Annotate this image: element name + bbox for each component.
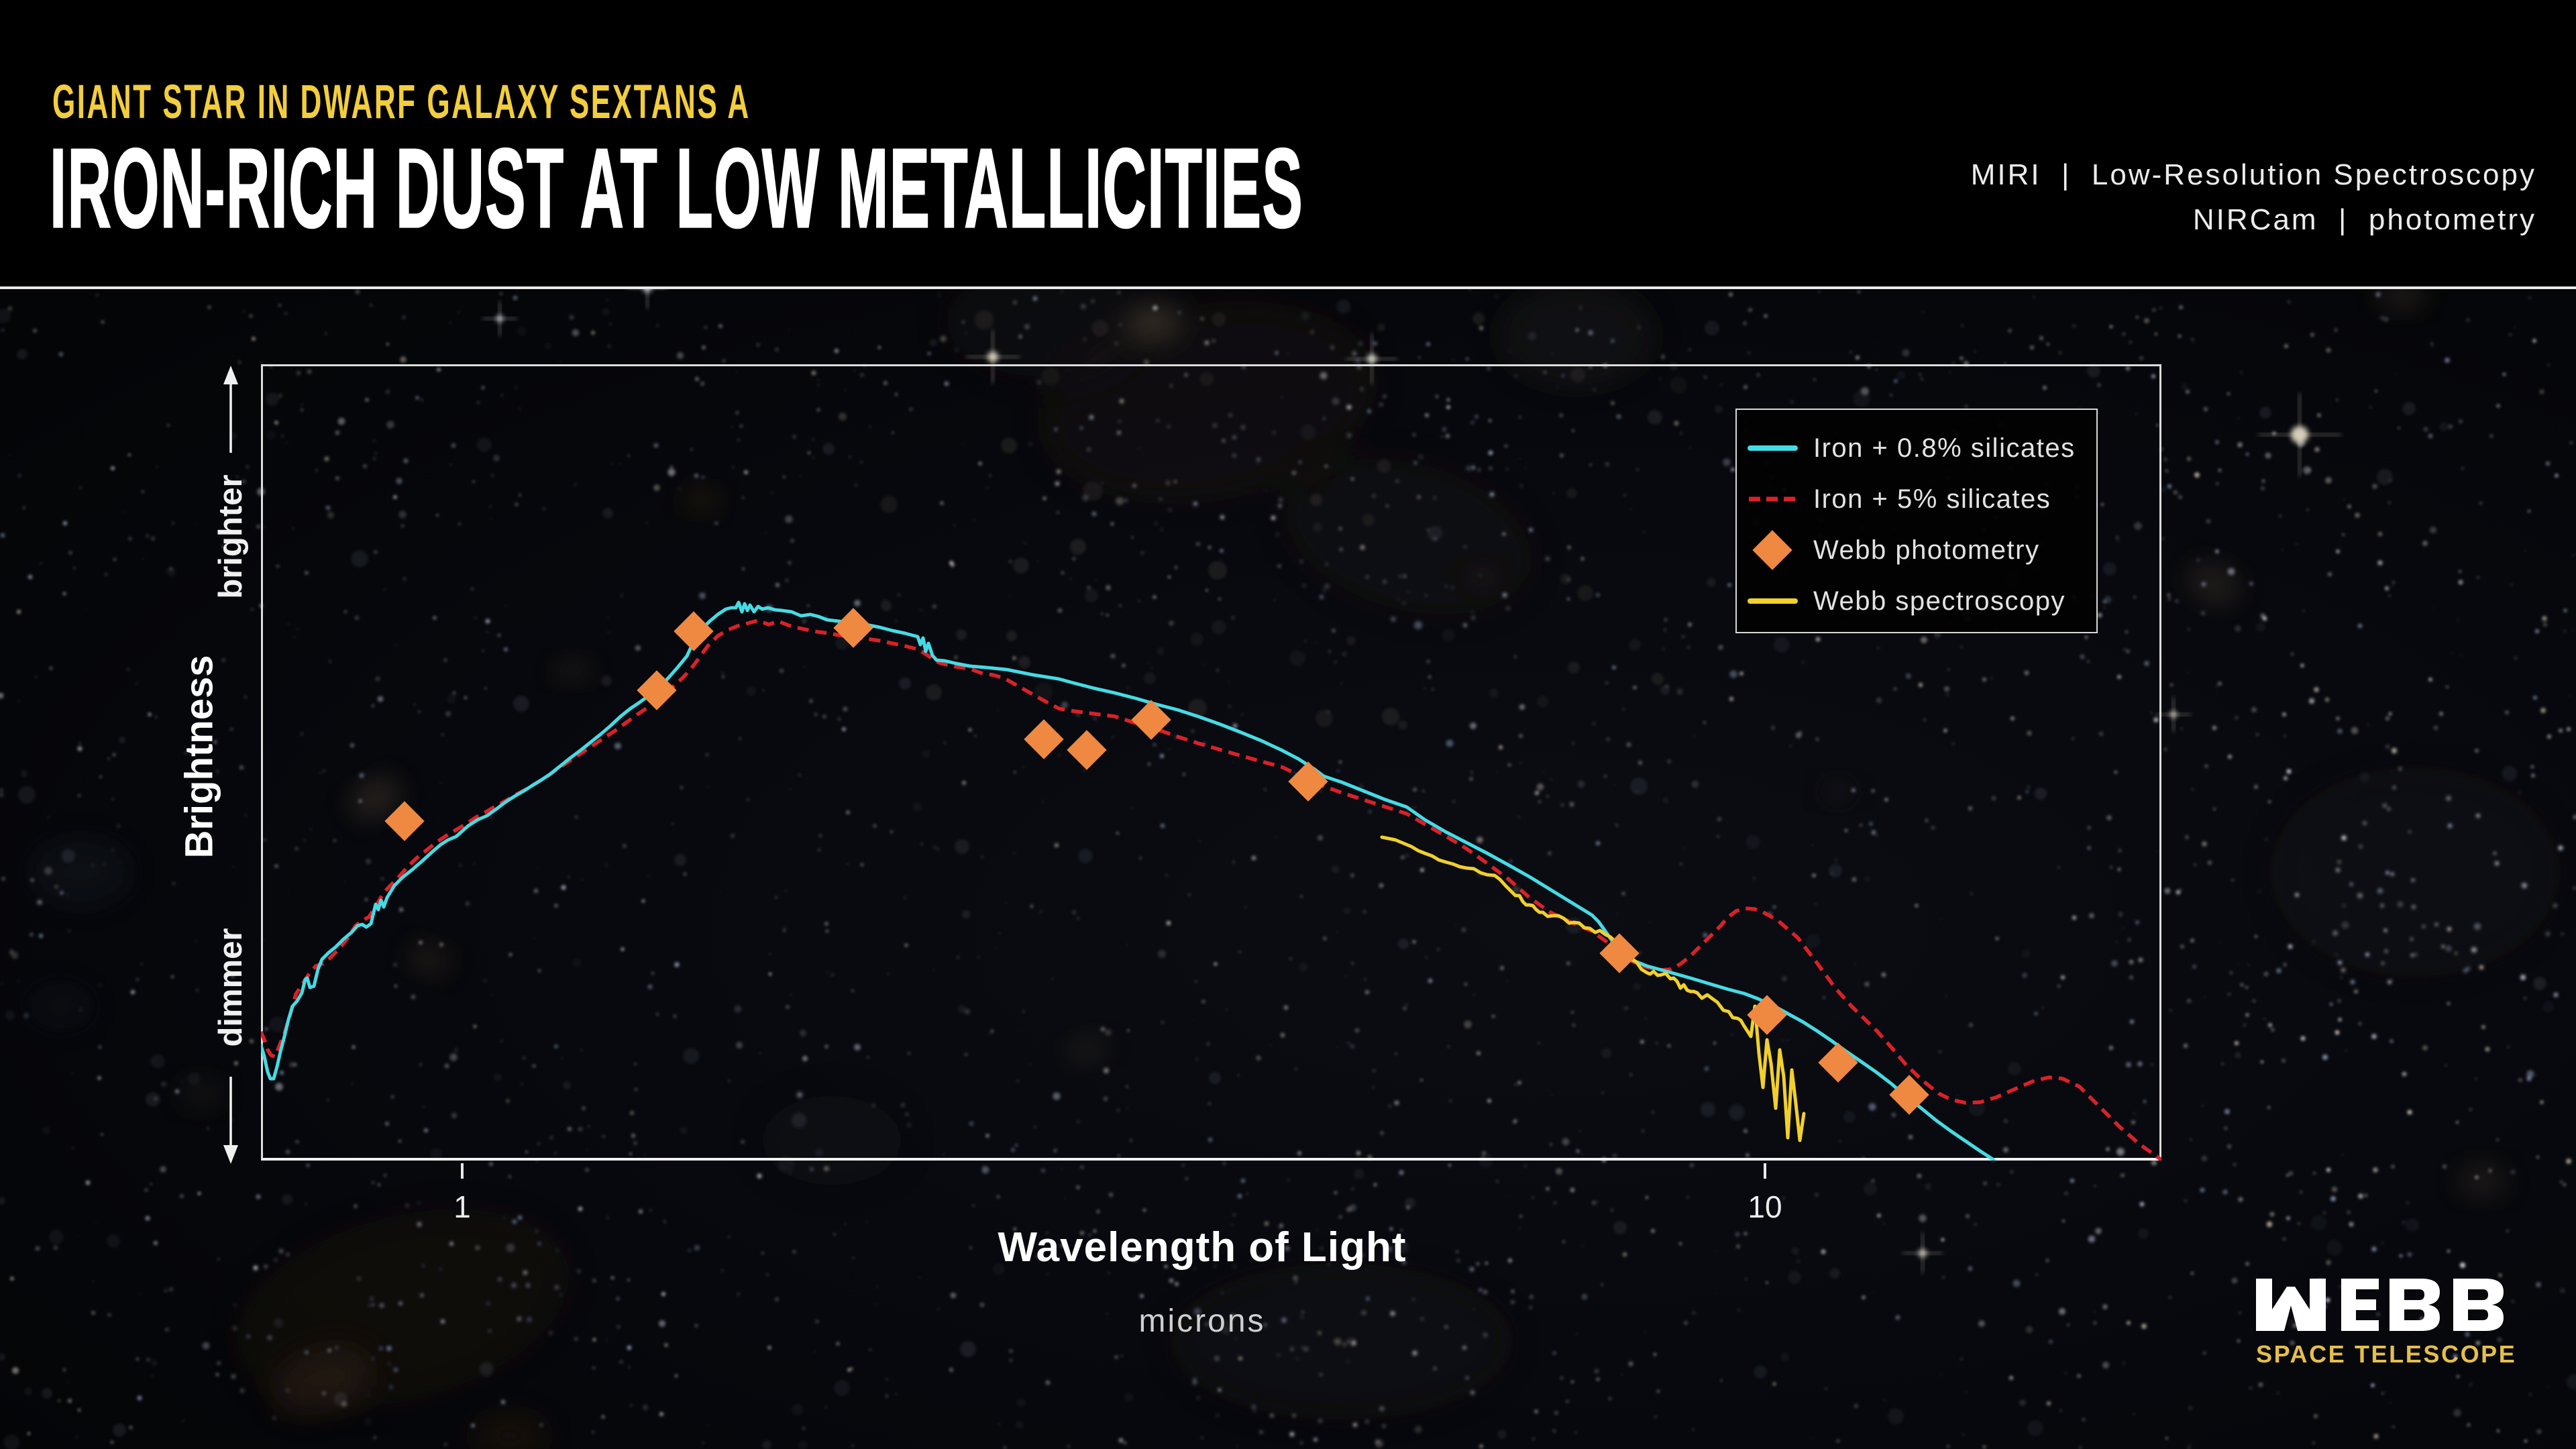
svg-text:SPACE TELESCOPE: SPACE TELESCOPE — [2256, 1340, 2516, 1368]
